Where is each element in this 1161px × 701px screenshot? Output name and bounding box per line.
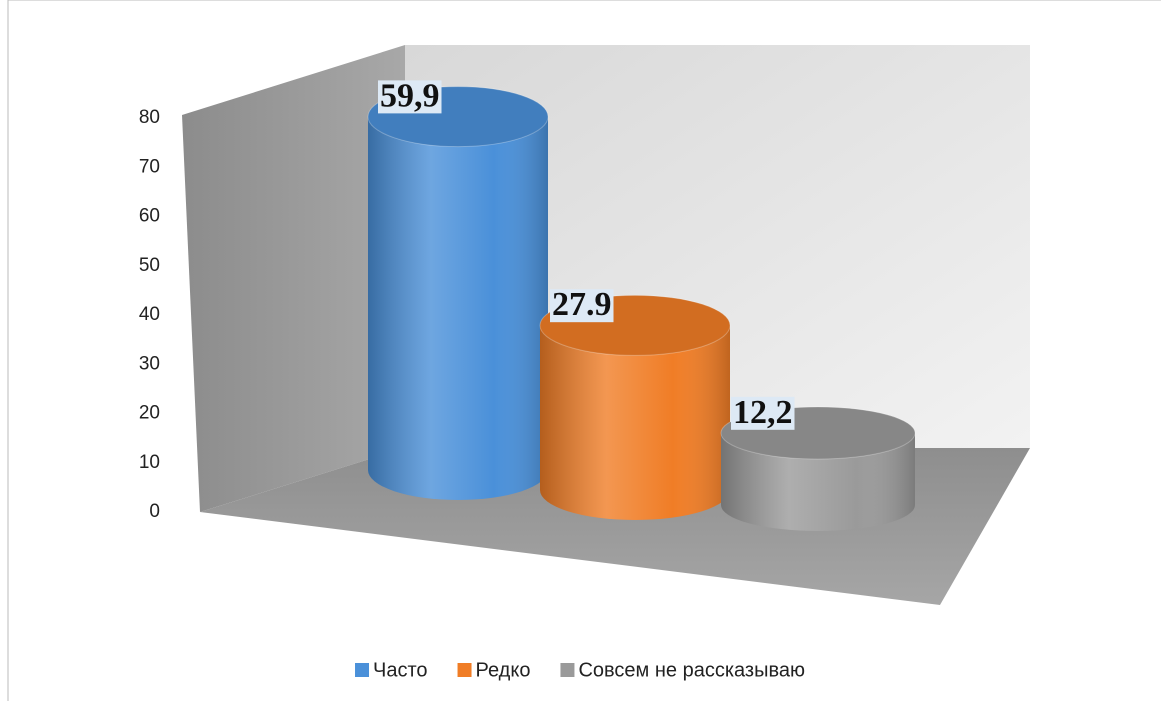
legend: Часто Редко Совсем не рассказываю	[355, 659, 805, 681]
side-wall	[182, 45, 405, 512]
y-tick-label: 30	[139, 353, 160, 374]
legend-label: Часто	[373, 659, 428, 681]
cylinder-shade	[368, 116, 548, 470]
y-tick-label: 10	[139, 452, 160, 473]
y-tick-label: 60	[139, 206, 160, 227]
legend-swatch	[560, 663, 575, 677]
y-tick-label: 20	[139, 403, 160, 424]
y-tick-label: 70	[139, 156, 160, 177]
value-label: 27.9	[552, 286, 612, 323]
value-label-bg	[550, 289, 614, 323]
value-label-bg	[731, 396, 795, 430]
legend-label: Редко	[476, 659, 531, 681]
frame	[7, 0, 1161, 701]
legend-label: Совсем не рассказываю	[578, 659, 805, 681]
y-tick-label: 0	[149, 501, 160, 522]
value-label: 59,9	[380, 77, 440, 114]
y-tick-label: 80	[139, 107, 160, 128]
y-tick-label: 40	[139, 304, 160, 325]
legend-swatch	[457, 663, 472, 677]
plot: 59,9 27.9 12,2	[367, 77, 916, 531]
value-label-bg	[378, 80, 442, 114]
value-label: 12,2	[733, 394, 793, 431]
legend-swatch	[355, 663, 370, 677]
y-tick-label: 50	[139, 255, 160, 276]
